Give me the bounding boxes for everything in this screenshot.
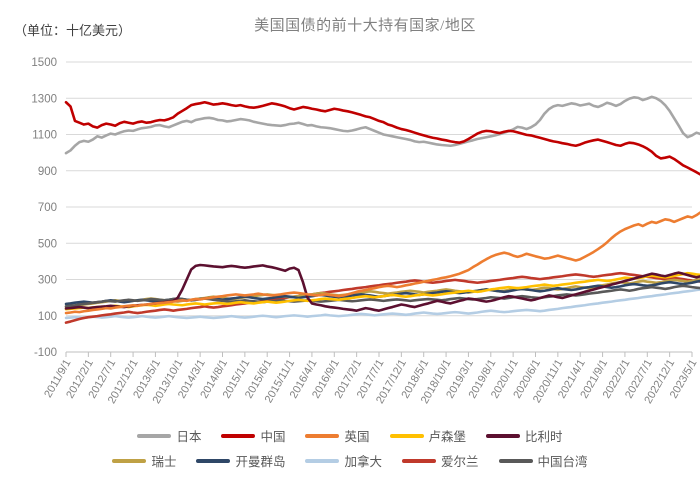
legend-item[interactable]: 比利时 <box>486 426 563 445</box>
series-line <box>64 100 700 176</box>
legend-item[interactable]: 瑞士 <box>112 451 176 470</box>
y-axis-tick-label: 1100 <box>32 130 57 142</box>
legend-label: 比利时 <box>525 430 563 444</box>
legend-color-swatch <box>389 433 424 438</box>
line-chart-plot: 150013001100900700500300100-1002011/9/12… <box>31 57 700 406</box>
series-line <box>64 211 700 315</box>
legend-row: 瑞士 开曼群岛 加拿大 爱尔兰 中国台湾 <box>102 451 597 470</box>
legend-label: 中国 <box>260 430 286 444</box>
legend-item[interactable]: 中国台湾 <box>498 451 588 470</box>
series-line <box>64 271 700 311</box>
y-axis-tick-label: 300 <box>38 275 57 287</box>
y-axis-tick-label: 1500 <box>31 57 57 69</box>
legend-color-swatch <box>196 458 231 463</box>
legend-row: 日本 中国 英国 卢森堡 比利时 <box>127 426 572 445</box>
series-line <box>64 263 700 312</box>
legend-color-swatch <box>498 458 533 463</box>
legend-color-swatch <box>305 458 340 463</box>
legend-item[interactable]: 开曼群岛 <box>196 451 285 470</box>
y-axis-tick-label: -100 <box>34 347 57 359</box>
y-axis-tick-label: 500 <box>38 238 57 250</box>
legend-label: 开曼群岛 <box>235 455 286 469</box>
legend-color-swatch <box>402 458 436 463</box>
y-axis-tick-label: 700 <box>38 202 57 214</box>
legend-label: 卢森堡 <box>428 430 467 444</box>
legend-item[interactable]: 日本 <box>137 426 201 445</box>
legend-item[interactable]: 加拿大 <box>305 451 382 470</box>
chart-legend: 日本 中国 英国 卢森堡 比利时瑞士 开曼群岛 加拿大 爱尔兰 中国台湾 <box>0 426 700 470</box>
legend-color-swatch <box>305 433 340 438</box>
series-line <box>64 95 700 155</box>
legend-item[interactable]: 中国 <box>221 426 285 445</box>
legend-color-swatch <box>486 433 521 438</box>
y-axis-tick-label: 100 <box>38 311 57 323</box>
chart-title: 美国国债的前十大持有国家/地区 <box>254 18 476 34</box>
legend-color-swatch <box>221 433 256 438</box>
legend-label: 加拿大 <box>344 455 382 469</box>
series-line <box>64 271 700 324</box>
legend-item[interactable]: 英国 <box>305 426 370 445</box>
legend-color-swatch <box>137 433 172 438</box>
y-axis-tick-label: 1300 <box>31 93 57 105</box>
series-line <box>64 288 700 320</box>
legend-label: 爱尔兰 <box>441 455 479 469</box>
legend-item[interactable]: 卢森堡 <box>389 426 467 445</box>
legend-item[interactable]: 爱尔兰 <box>402 451 479 470</box>
legend-label: 日本 <box>176 430 202 444</box>
legend-label: 中国台湾 <box>537 455 588 469</box>
legend-label: 瑞士 <box>151 455 177 469</box>
unit-label: （单位：十亿美元） <box>14 23 132 38</box>
legend-label: 英国 <box>344 430 370 444</box>
y-axis-tick-label: 900 <box>38 166 57 178</box>
legend-color-swatch <box>112 458 147 463</box>
